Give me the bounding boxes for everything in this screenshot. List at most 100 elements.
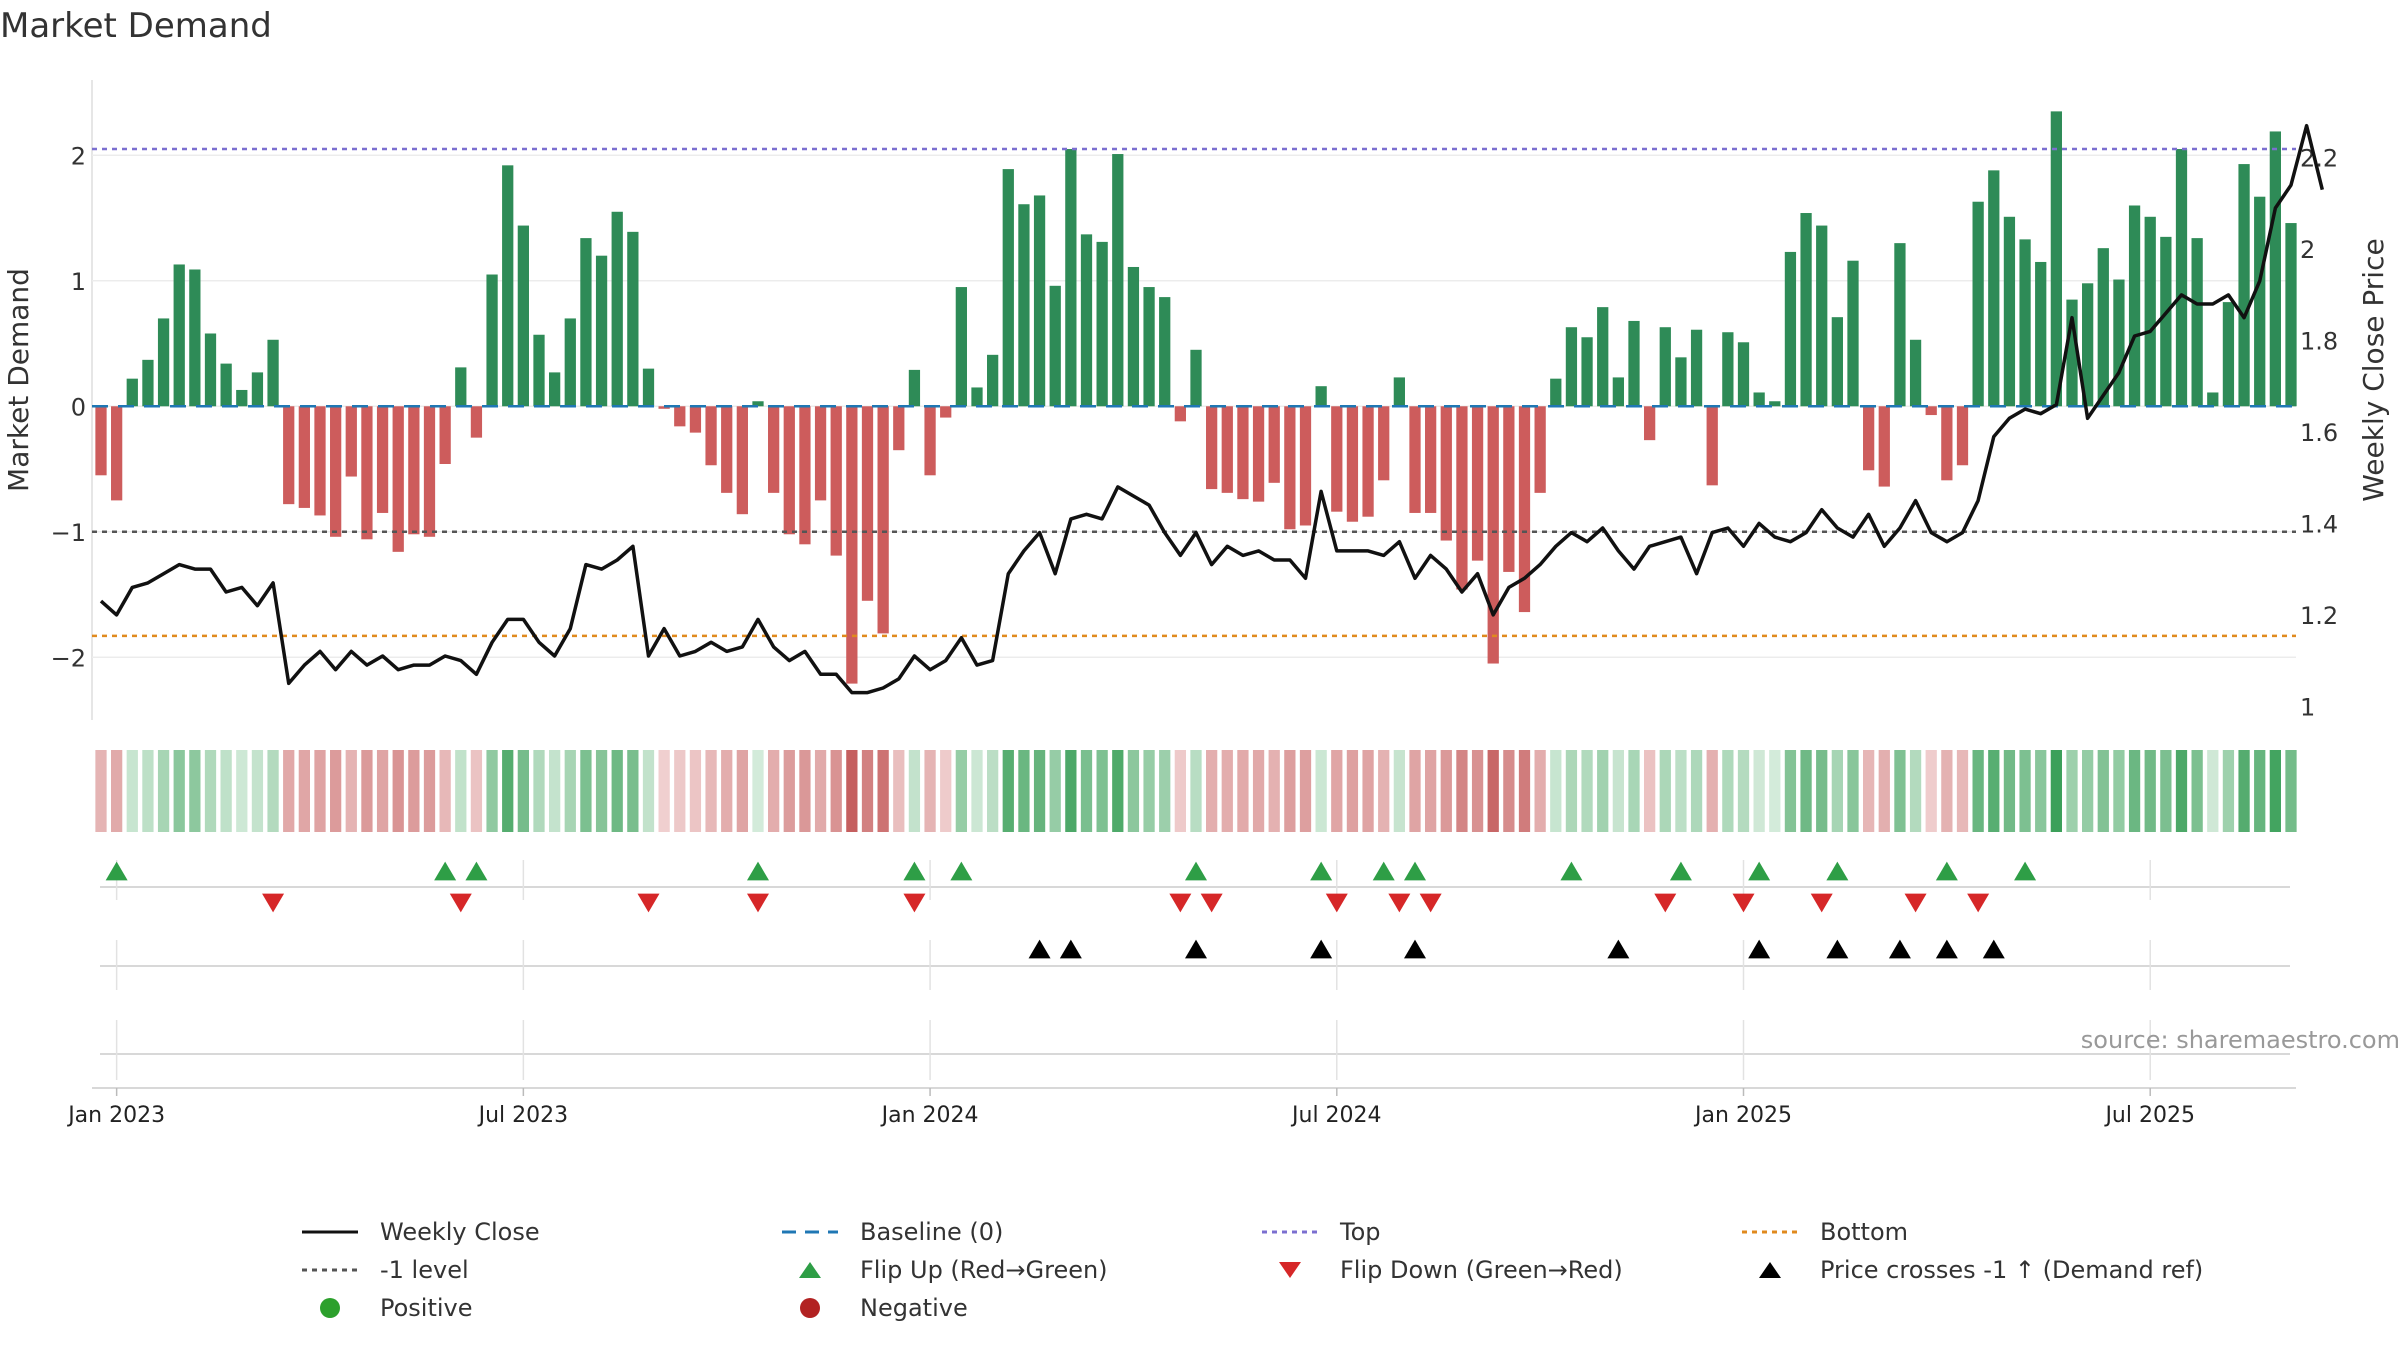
demand-bar: [157, 318, 170, 407]
heat-strip-cell: [705, 750, 717, 832]
demand-bar: [1550, 378, 1562, 407]
heat-strip-cell: [2222, 750, 2235, 832]
demand-bar: [1440, 406, 1452, 541]
heat-strip-cell: [830, 750, 842, 832]
demand-bar: [455, 367, 467, 407]
price-cross-marker: [1748, 939, 1771, 959]
heat-strip-cell: [736, 750, 748, 832]
heat-strip-cell: [1174, 750, 1186, 832]
legend-symbol: [1279, 1262, 1301, 1278]
heat-strip-cell: [236, 750, 248, 832]
heat-strip-cell: [423, 750, 436, 832]
price-cross-marker: [1982, 939, 2005, 959]
x-tick-label: Jan 2023: [66, 1103, 165, 1128]
heat-strip-cell: [1018, 750, 1030, 832]
right-tick-label: 1.8: [2300, 328, 2338, 356]
demand-bar: [2082, 283, 2094, 407]
flip-down-marker: [1904, 893, 1927, 913]
right-tick-label: 1.4: [2300, 510, 2338, 538]
demand-bar: [642, 368, 655, 407]
heat-strip-cell: [1659, 750, 1671, 832]
heat-strip-cell: [642, 750, 655, 832]
heat-strip-cell: [768, 750, 780, 832]
demand-bar: [627, 231, 639, 407]
flip-up-marker: [1404, 861, 1426, 881]
left-tick-label: 1: [71, 268, 86, 296]
legend-symbol: [1262, 1230, 1318, 1234]
heat-strip-cell: [1252, 750, 1265, 832]
demand-bar: [439, 406, 451, 464]
heat-strip-cell: [846, 750, 858, 832]
heat-strip-cell: [1988, 750, 2000, 832]
demand-bar: [1018, 204, 1030, 407]
demand-bar: [1722, 332, 1734, 407]
heat-strip-cell: [1612, 750, 1624, 832]
heat-strip-cell: [220, 750, 232, 832]
heat-strip-cell: [1206, 750, 1218, 832]
heat-strip-cell: [564, 750, 576, 832]
heat-strip-cell: [1863, 750, 1875, 832]
demand-bar: [251, 372, 264, 407]
heat-strip-cell: [1362, 750, 1374, 832]
demand-bar: [1675, 357, 1687, 407]
flip-down-marker: [1388, 893, 1411, 913]
heat-strip-cell: [2254, 750, 2266, 832]
demand-bar: [1565, 327, 1578, 407]
demand-bar: [580, 238, 592, 407]
demand-bar: [376, 406, 389, 513]
heat-strip-cell: [1284, 750, 1296, 832]
heat-strip-cell: [111, 750, 123, 832]
demand-bar: [611, 211, 623, 407]
heat-strip-cell: [1112, 750, 1124, 832]
demand-bar: [408, 406, 420, 535]
legend-label: Positive: [380, 1294, 473, 1322]
legend-symbol: [1742, 1230, 1798, 1234]
demand-bar: [2144, 216, 2156, 407]
heat-strip-cell: [361, 750, 373, 832]
demand-bar: [2222, 302, 2235, 407]
weekly-close-line: [99, 123, 2324, 695]
demand-bar: [2128, 205, 2141, 407]
demand-bar: [1972, 201, 1984, 407]
heat-strip-cell: [2035, 750, 2047, 832]
heat-strip-cell: [95, 750, 107, 832]
demand-bar: [1800, 213, 1812, 407]
right-tick-label: 2: [2300, 236, 2315, 264]
heat-strip-cell: [861, 750, 874, 832]
demand-bar: [1127, 266, 1140, 407]
flip-up-marker: [1185, 861, 1207, 881]
price-cross-marker: [1059, 939, 1082, 959]
heat-strip-cell: [1941, 750, 1953, 832]
heat-strip-cell: [1847, 750, 1859, 832]
demand-bar: [283, 406, 295, 505]
heat-strip-cell: [157, 750, 170, 832]
flip-up-marker: [1669, 861, 1692, 881]
flip-up-marker: [1560, 861, 1583, 881]
heat-strip-cell: [1471, 750, 1484, 832]
demand-bar: [971, 387, 983, 407]
flip-up-marker: [465, 861, 488, 881]
price-cross-marker: [1185, 939, 1207, 959]
demand-bar: [2160, 236, 2172, 407]
demand-bar: [736, 406, 748, 515]
right-tick-label: 1.2: [2300, 602, 2338, 630]
heat-strip-cell: [1331, 750, 1343, 832]
demand-bar: [533, 334, 545, 407]
price-cross-marker: [1888, 939, 1911, 959]
demand-bar: [1268, 406, 1280, 483]
demand-bar: [2050, 111, 2062, 407]
demand-bar: [1737, 342, 1750, 407]
heat-strip-cell: [658, 750, 670, 832]
demand-bar: [2019, 239, 2031, 407]
demand-bar: [1503, 406, 1515, 572]
demand-bar: [1784, 251, 1797, 407]
heat-strip-cell: [1550, 750, 1562, 832]
heat-strip-cell: [1831, 750, 1843, 832]
demand-bar: [1518, 406, 1531, 613]
demand-bar: [1863, 406, 1875, 471]
heat-strip-cell: [1299, 750, 1312, 832]
heat-strip-cell: [470, 750, 483, 832]
demand-bar: [1753, 392, 1765, 407]
x-tick-label: Jan 2024: [880, 1103, 979, 1128]
demand-bar: [861, 406, 874, 601]
